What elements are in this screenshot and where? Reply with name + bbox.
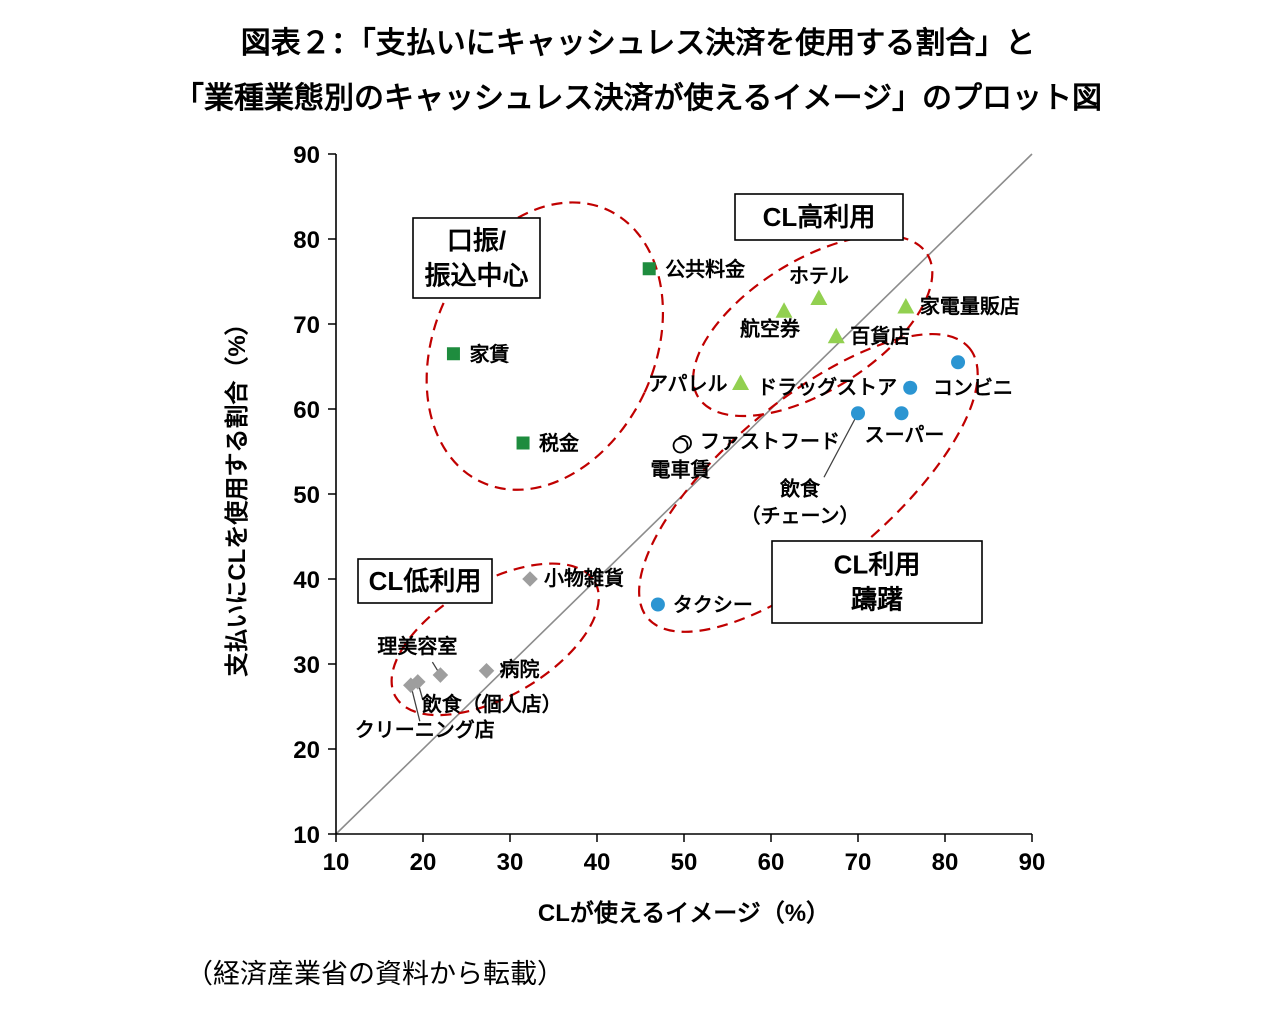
point-label: コンビニ (933, 376, 1013, 399)
point-label: 家電量販店 (920, 294, 1020, 318)
leader-line (823, 412, 859, 478)
group-box-low-usage-label (357, 558, 493, 604)
point-label: 飲食 (779, 476, 821, 500)
y-tick-label: 10 (293, 822, 320, 849)
group-ellipse-transfer-group (425, 201, 665, 491)
point-label: ファストフード (700, 431, 840, 453)
y-tick-label: 70 (293, 312, 320, 339)
point-label: 公共料金 (665, 257, 746, 281)
x-tick-label: 80 (932, 849, 959, 876)
marker-triangle (827, 327, 845, 344)
x-tick-label: 10 (323, 849, 350, 876)
group-box-hesitant-label (771, 540, 983, 624)
group-box-label: 振込中心 (424, 261, 528, 291)
y-tick-label: 90 (293, 142, 320, 169)
marker-diamond (522, 571, 538, 587)
group-box-transfer-label (412, 217, 541, 299)
point-label: タクシー (673, 594, 753, 617)
y-tick-label: 60 (293, 397, 320, 424)
point-label: 電車賃 (651, 458, 711, 482)
marker-circle (650, 597, 665, 612)
y-tick-label: 80 (293, 227, 320, 254)
group-box-label: 躊躇 (851, 585, 903, 615)
point-label: 航空券 (740, 316, 801, 340)
y-tick-label: 40 (293, 567, 320, 594)
marker-triangle (732, 374, 750, 390)
x-tick-label: 60 (758, 849, 785, 876)
x-tick-label: 50 (671, 849, 698, 876)
point-label: 理美容室 (377, 634, 457, 658)
figure-title-line1: 図表２：「支払いにキャッシュレス決済を使用する割合」と (240, 27, 1036, 60)
source-note: （経済産業省の資料から転載） (186, 959, 564, 989)
marker-diamond (432, 667, 449, 683)
marker-triangle (775, 302, 793, 318)
group-box-label: CL高利用 (763, 202, 876, 232)
figure-title-line2: 「業種業態別のキャッシュレス決済が使えるイメージ」のプロット図 (174, 82, 1102, 115)
group-box-label: 口振/ (447, 226, 506, 256)
x-tick-label: 30 (497, 849, 524, 876)
group-box-high-usage-label (734, 193, 904, 241)
point-label: 百貨店 (850, 324, 910, 348)
point-label: （チェーン） (741, 504, 860, 527)
marker-circle (903, 380, 918, 395)
point-label: アパレル (648, 373, 728, 396)
point-label: スーパー (865, 423, 945, 446)
marker-circle (851, 406, 865, 421)
scatter-chart: 10 20 30 40 50 60 70 80 90 10 20 30 40 50 60 70 80 90 CLが使… (223, 142, 1046, 927)
marker-open-circle (672, 437, 689, 454)
y-tick-label: 50 (293, 482, 320, 509)
y-axis-label: 支払いにCLを使用する割合（%） (223, 311, 251, 676)
y-tick-label: 30 (293, 652, 320, 679)
marker-diamond (478, 663, 495, 679)
x-axis-label: CLが使えるイメージ（%） (538, 899, 830, 927)
x-tick-label: 70 (845, 849, 872, 876)
point-label: ホテル (789, 266, 849, 288)
marker-triangle (897, 298, 915, 314)
marker-square (642, 262, 656, 276)
marker-square (516, 436, 530, 450)
x-tick-label: 90 (1019, 849, 1046, 876)
point-label: 飲食（個人店） (421, 692, 562, 716)
figure-title: 図表２：「支払いにキャッシュレス決済を使用する割合」と 「業種業態別のキャッシュ… (0, 0, 1276, 126)
point-label: クリーニング店 (355, 717, 495, 741)
marker-circle (951, 355, 966, 370)
marker-triangle (810, 289, 828, 305)
y-tick-label: 20 (293, 737, 320, 764)
group-box-label: CL低利用 (369, 566, 482, 596)
x-tick-label: 20 (410, 849, 437, 876)
point-label: 税金 (539, 431, 580, 455)
x-tick-label: 40 (584, 849, 611, 876)
group-box-label: CL利用 (834, 550, 921, 580)
point-label: 家賃 (469, 342, 509, 366)
point-label: ドラッグストア (757, 375, 897, 399)
point-label: 病院 (500, 657, 540, 681)
point-label: 小物雑貨 (544, 566, 624, 590)
marker-square (446, 347, 460, 361)
marker-circle (894, 406, 909, 421)
